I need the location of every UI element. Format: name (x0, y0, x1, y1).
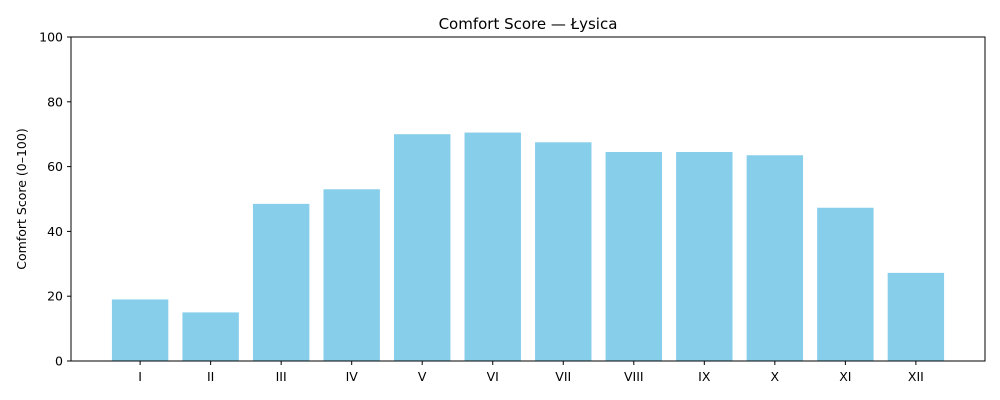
x-tick-label: VII (555, 369, 571, 384)
y-tick-label: 20 (47, 289, 63, 304)
x-tick-label: XII (908, 369, 924, 384)
y-axis-title: Comfort Score (0–100) (14, 128, 29, 269)
x-tick-label: XI (839, 369, 851, 384)
bar-II (182, 312, 239, 361)
bar-XII (887, 272, 945, 361)
bar-I (111, 299, 169, 361)
bars-group (111, 132, 945, 361)
x-tick-label: I (138, 369, 142, 384)
chart-title: Comfort Score — Łysica (439, 15, 618, 33)
bar-IX (676, 152, 733, 361)
bar-VI (464, 132, 521, 361)
bar-III (252, 203, 310, 361)
y-axis-ticks: 0 20 40 60 80 100 (39, 30, 71, 369)
x-tick-label: II (207, 369, 214, 384)
x-tick-label: IX (698, 369, 711, 384)
bar-VIII (605, 152, 662, 361)
bar-V (394, 134, 451, 361)
x-tick-label: VIII (624, 369, 644, 384)
x-tick-label: V (418, 369, 427, 384)
x-axis-ticks: I II III IV V VI VII VIII IX X XI XII (138, 361, 924, 384)
bar-XI (817, 207, 874, 361)
y-tick-label: 60 (47, 159, 63, 174)
y-tick-label: 0 (55, 354, 63, 369)
x-tick-label: III (276, 369, 287, 384)
x-tick-label: X (771, 369, 780, 384)
plot-frame (70, 36, 986, 362)
y-tick-label: 40 (47, 224, 63, 239)
y-tick-label: 80 (47, 94, 63, 109)
x-tick-label: IV (346, 369, 359, 384)
bar-X (746, 155, 804, 361)
bar-VII (535, 142, 592, 361)
x-tick-label: VI (487, 369, 499, 384)
y-tick-label: 100 (39, 30, 63, 45)
bar-IV (323, 189, 380, 361)
